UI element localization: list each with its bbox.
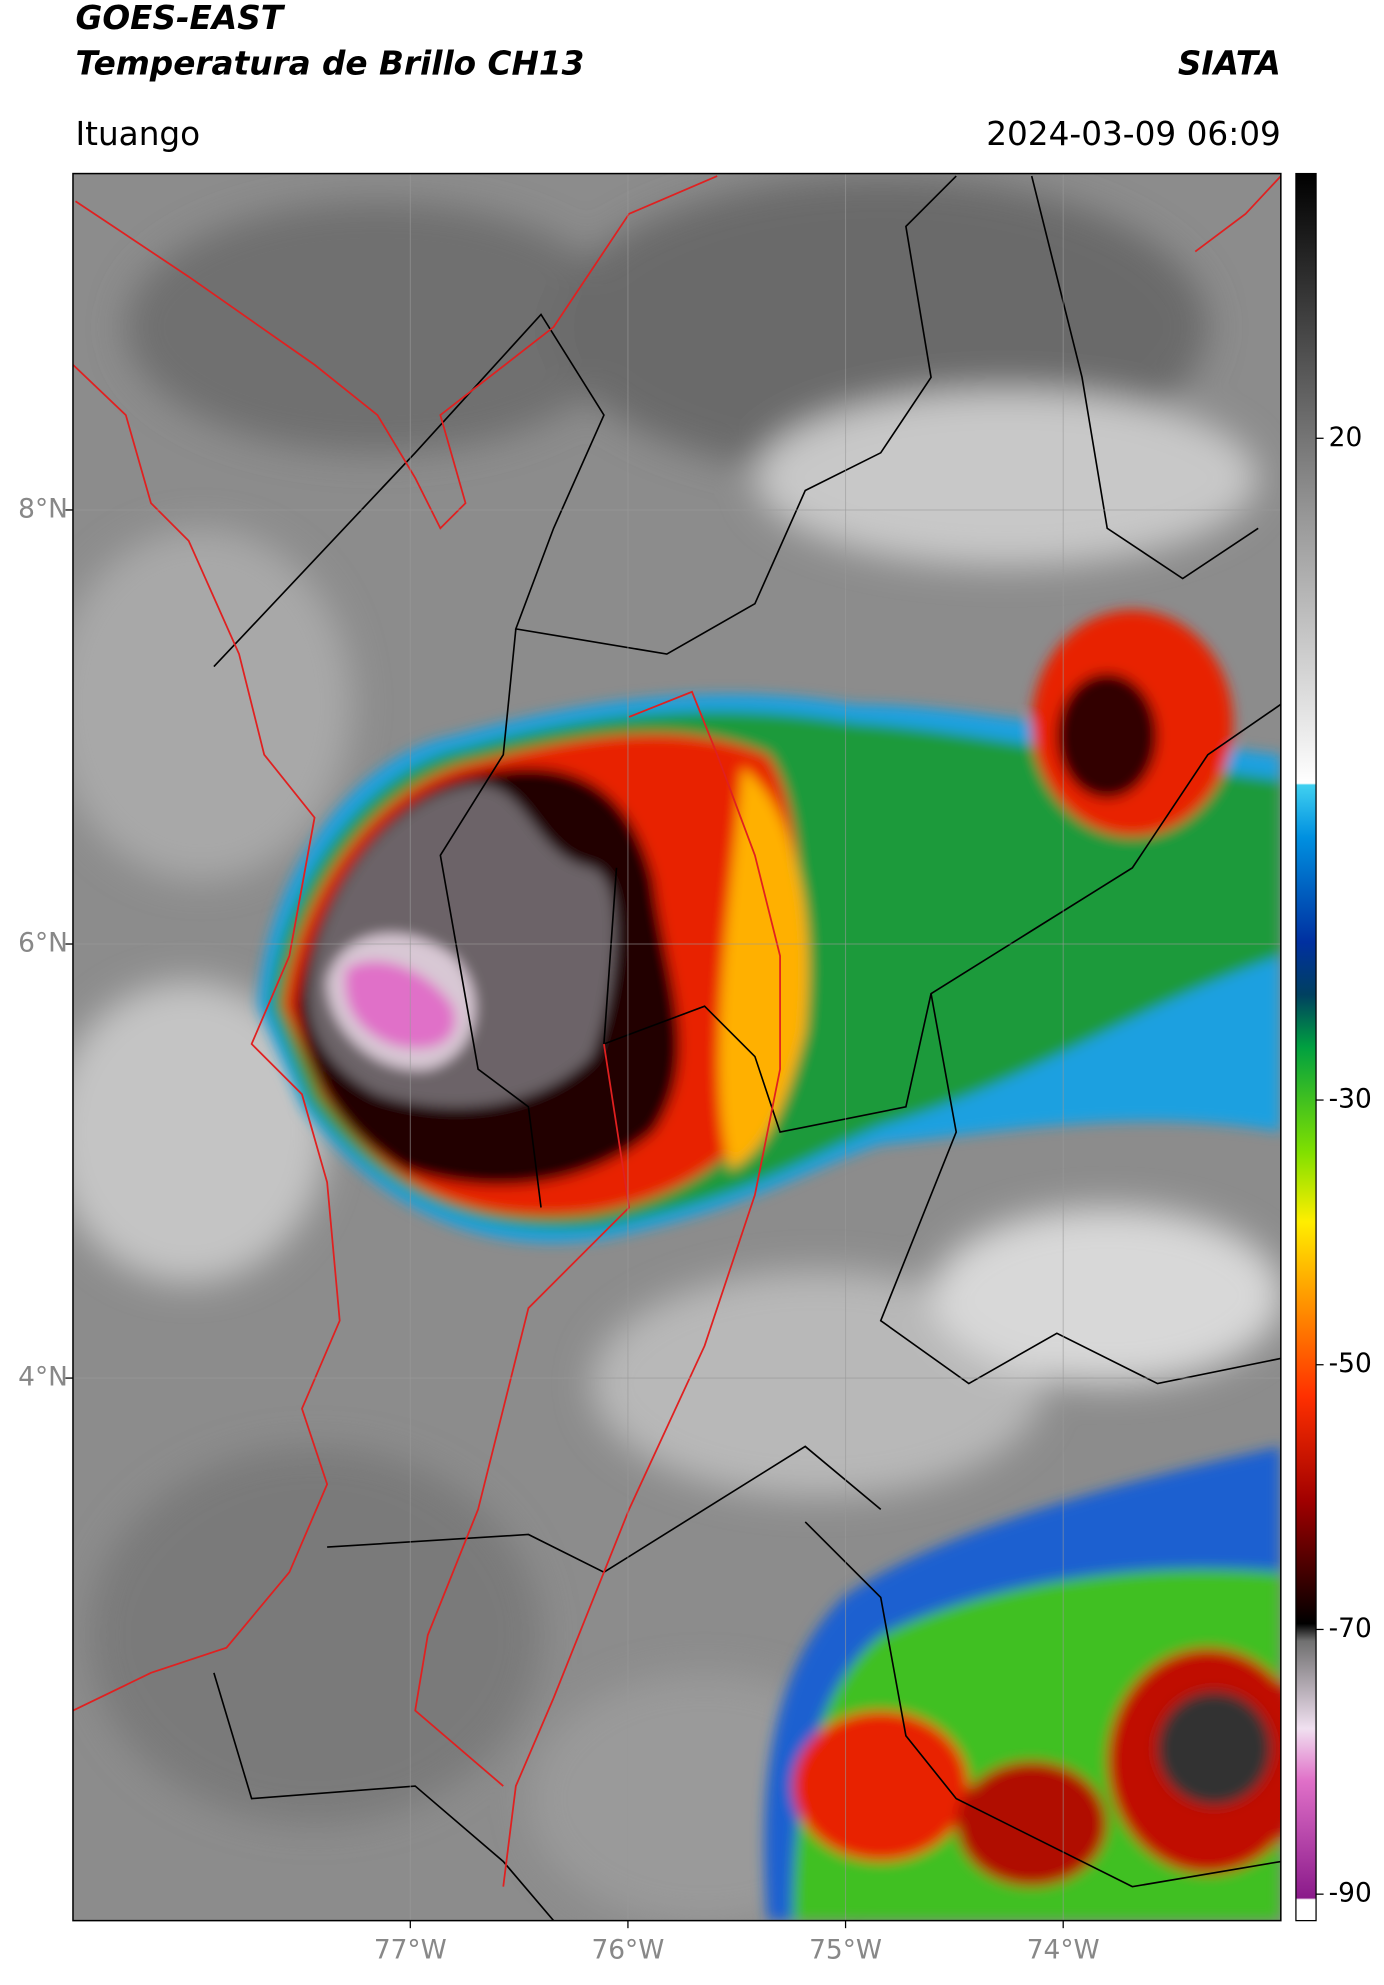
graticule <box>65 173 1281 1929</box>
x-tick-label: 77°W <box>374 1934 447 1965</box>
header: GOES-EAST Temperatura de Brillo CH13 SIA… <box>75 0 1280 153</box>
title: GOES-EAST <box>75 0 285 37</box>
location: Ituango <box>75 115 200 153</box>
tick-labels: 77°W 76°W 75°W 74°W 8°N 6°N 4°N 20 -30 -50 -70 -90 <box>18 422 1372 1966</box>
colorbar-tick-label: -70 <box>1329 1613 1372 1644</box>
y-tick-label: 6°N <box>18 928 68 959</box>
colorbar-tick-label: -30 <box>1329 1084 1372 1115</box>
x-tick-label: 74°W <box>1027 1934 1100 1965</box>
colorbar-tick-label: -90 <box>1329 1878 1372 1909</box>
colorbar-tick-label: -50 <box>1329 1348 1372 1379</box>
y-tick-label: 4°N <box>18 1362 68 1393</box>
datetime: 2024-03-09 06:09 <box>986 115 1281 153</box>
colorbar <box>1295 172 1317 1922</box>
subtitle: Temperatura de Brillo CH13 <box>75 44 584 82</box>
x-tick-label: 76°W <box>591 1934 664 1965</box>
satellite-image <box>72 173 1281 1921</box>
y-tick-label: 8°N <box>18 493 68 524</box>
x-tick-label: 75°W <box>809 1934 882 1965</box>
colorbar-tick-label: 20 <box>1329 422 1363 453</box>
map-frame <box>72 172 1282 1922</box>
org: SIATA <box>1178 44 1281 82</box>
